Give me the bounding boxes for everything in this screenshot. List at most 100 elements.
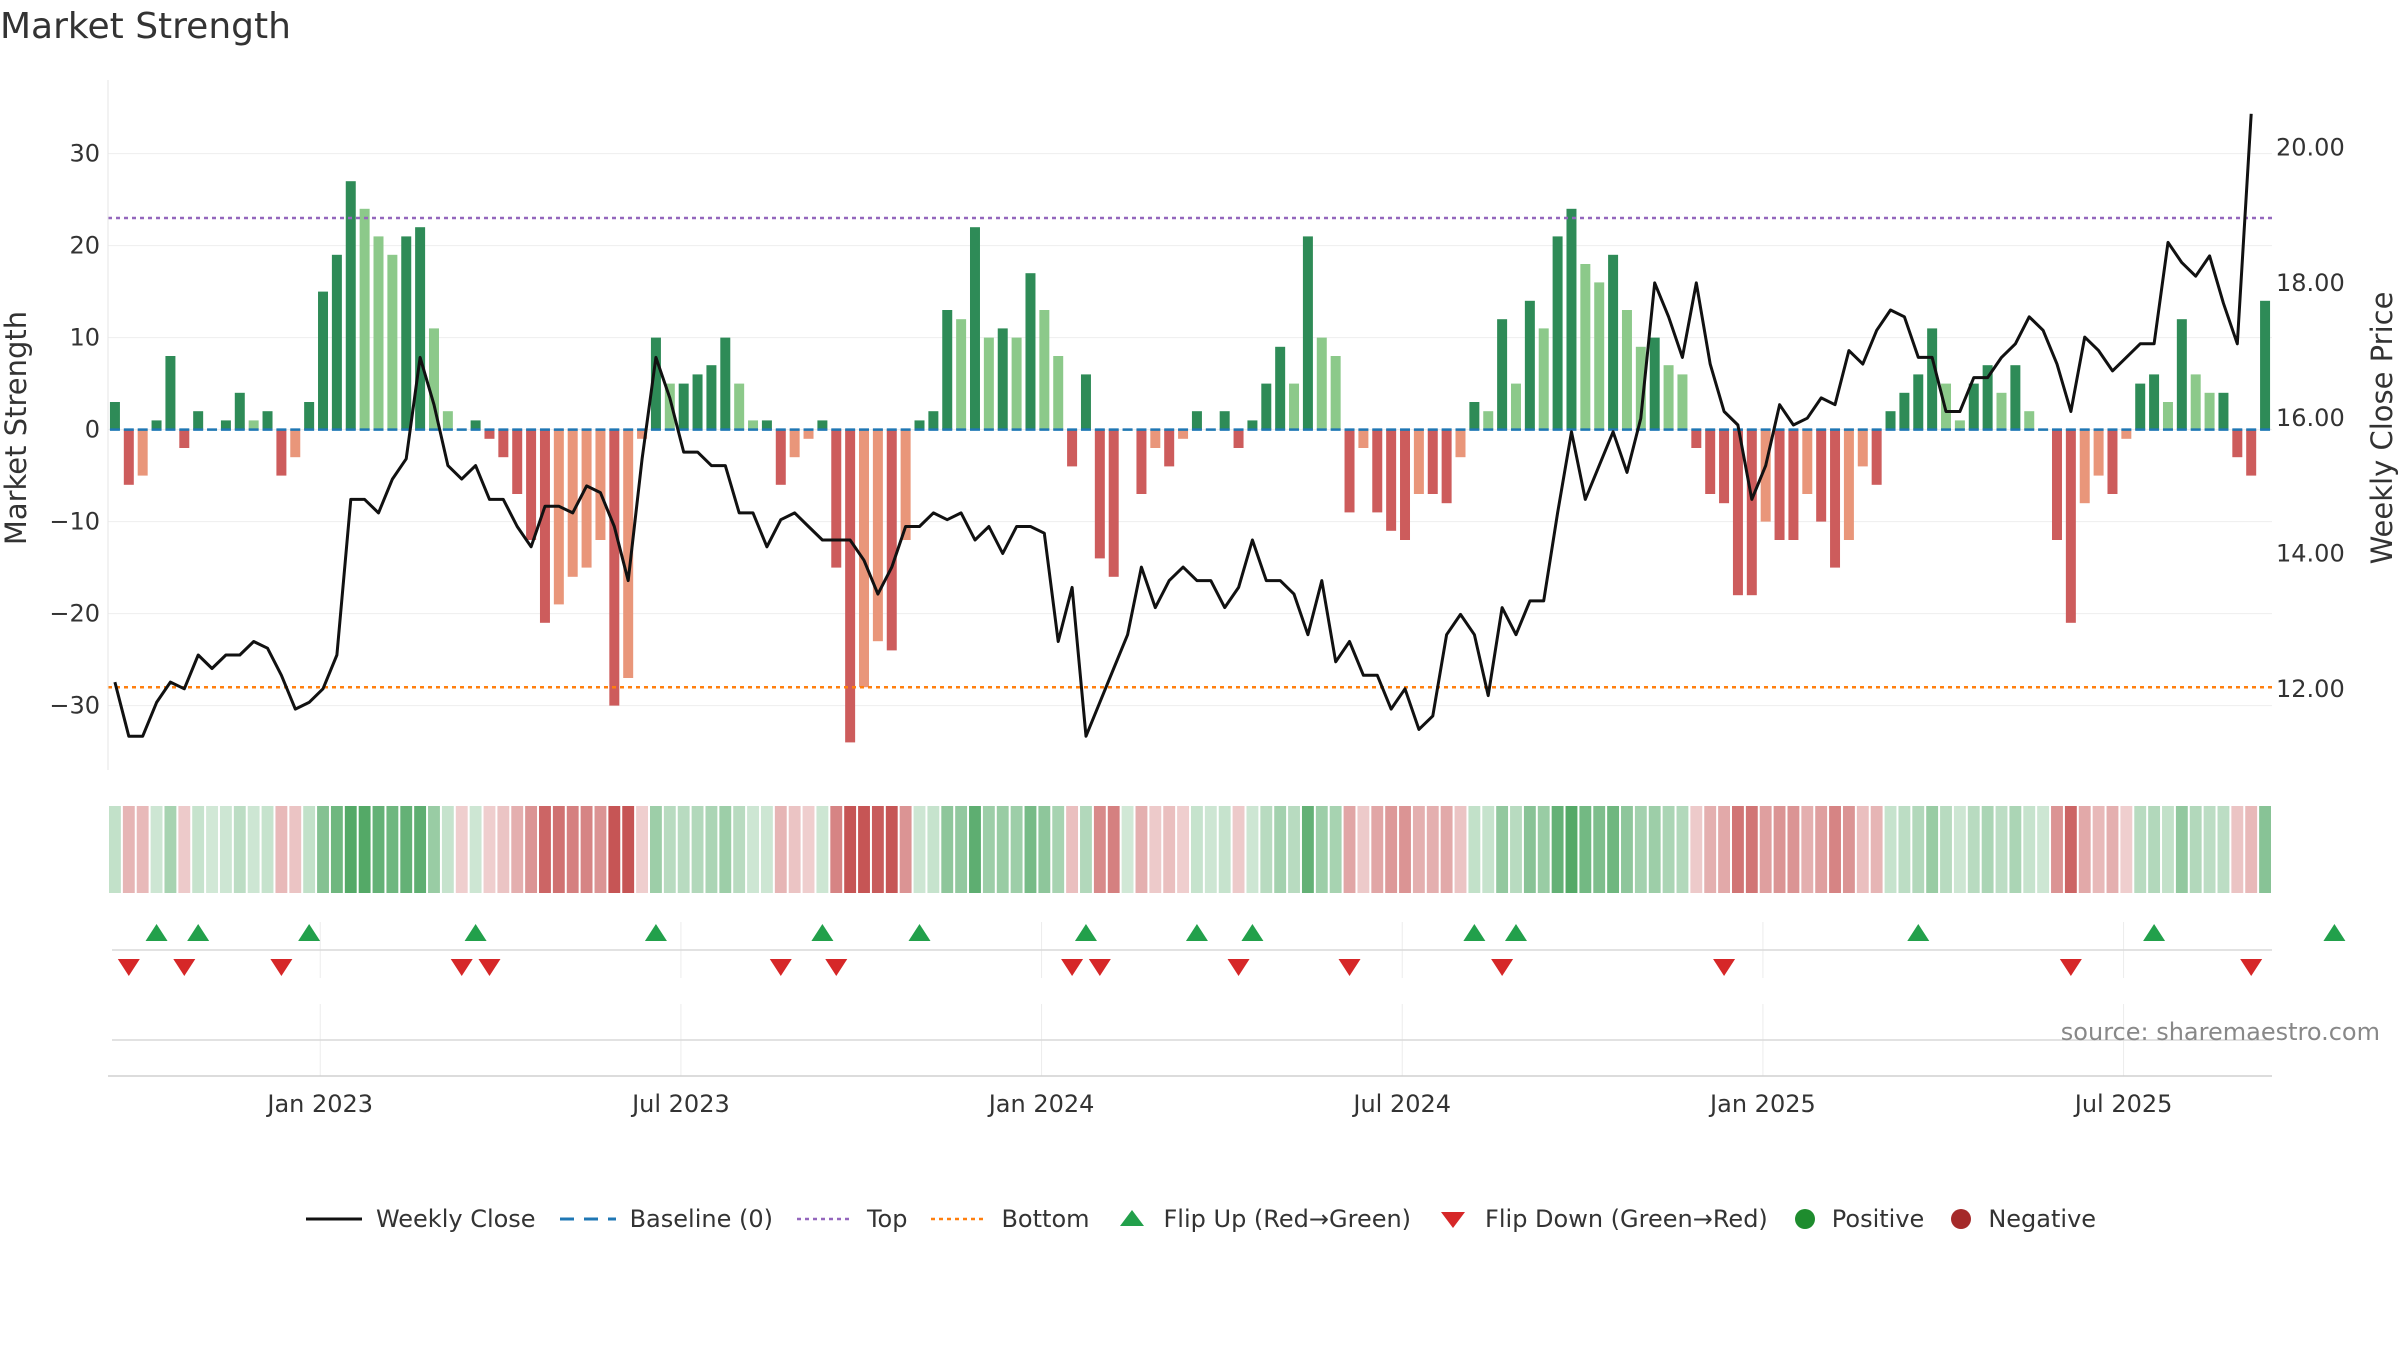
strength-bar	[2079, 429, 2090, 504]
strength-bar	[1552, 236, 1563, 430]
flip-up-marker	[298, 924, 321, 941]
strength-bar	[331, 254, 342, 430]
y-axis-left-label: Market Strength	[0, 311, 33, 545]
strength-bar	[2121, 429, 2132, 439]
legend-label: Negative	[1988, 1205, 2097, 1233]
strength-bar	[1233, 429, 1244, 448]
y-tick-label-right: 16.00	[2276, 404, 2345, 432]
heat-cell	[1357, 806, 1370, 893]
flip-down-marker	[1088, 959, 1111, 976]
flip-up-marker	[187, 924, 210, 941]
flip-down-marker	[1491, 959, 1514, 976]
heat-cell	[247, 806, 260, 893]
heat-cell	[2037, 806, 2050, 893]
strength-bar	[997, 328, 1008, 430]
heat-cell	[1038, 806, 1051, 893]
strength-bar	[1455, 429, 1466, 458]
heat-cell	[1066, 806, 1079, 893]
strength-bar	[2010, 365, 2021, 430]
heat-cell	[1648, 806, 1661, 893]
strength-bar	[2135, 383, 2146, 430]
heat-cell	[400, 806, 413, 893]
heat-cell	[969, 806, 981, 893]
circle-icon	[1794, 1209, 1815, 1229]
heat-cell	[552, 806, 565, 893]
y-tick-label-right: 12.00	[2276, 675, 2345, 703]
y-axis-right-label: Weekly Close Price	[2365, 292, 2399, 565]
flip-up-marker	[464, 924, 487, 941]
heat-cell	[1607, 806, 1620, 893]
y-tick-label-right: 14.00	[2276, 540, 2345, 568]
heat-cell	[1329, 806, 1342, 893]
y-tick-label-left: 20	[69, 232, 100, 260]
strength-bar	[609, 429, 620, 706]
strength-bar	[1663, 365, 1674, 430]
strength-bar	[553, 429, 564, 605]
strength-bar	[1316, 337, 1327, 430]
legend-bottom: Bottom	[929, 1205, 1090, 1233]
heat-cell	[372, 806, 385, 893]
flip-down-marker	[825, 959, 848, 976]
heat-cell	[2231, 806, 2244, 893]
heat-cell	[622, 806, 635, 893]
flip-down-marker	[1227, 959, 1250, 976]
flip-down-marker	[2059, 959, 2082, 976]
strength-bar	[498, 429, 509, 458]
flip-up-marker	[1074, 924, 1097, 941]
strength-bar	[151, 420, 162, 430]
legend-label: Flip Up (Red→Green)	[1163, 1205, 1412, 1233]
strength-bar	[1566, 208, 1577, 430]
heat-cell	[2259, 806, 2271, 893]
heat-cell	[1191, 806, 1203, 893]
strength-bar	[2246, 429, 2257, 476]
heat-cell	[164, 806, 177, 893]
strength-bar	[1413, 429, 1424, 494]
strength-bar	[1594, 282, 1605, 430]
strength-bar	[637, 429, 648, 439]
strength-bar	[109, 402, 120, 430]
strength-bar	[1261, 383, 1272, 430]
strength-bar	[276, 429, 287, 476]
heat-cell	[1177, 806, 1189, 893]
heat-cell	[150, 806, 163, 893]
strength-bar	[1621, 310, 1632, 430]
legend-label: Top	[866, 1205, 908, 1233]
heat-cell	[774, 806, 787, 893]
strength-bar	[1469, 402, 1480, 430]
legend-dotted-icon	[931, 1217, 988, 1221]
strength-bar	[872, 429, 883, 642]
strength-bar	[623, 429, 634, 678]
heat-cell	[1690, 806, 1703, 893]
legend-negative: Negative	[1946, 1205, 2096, 1233]
heat-cell	[1773, 806, 1786, 893]
heat-cell	[747, 806, 759, 893]
heat-cell	[885, 806, 898, 893]
heat-cell	[1912, 806, 1925, 893]
flip-up-marker	[1504, 924, 1527, 941]
heat-cell	[996, 806, 1009, 893]
strength-bar	[512, 429, 523, 494]
heat-cell	[1676, 806, 1689, 893]
y-tick-label-left: 30	[69, 140, 100, 168]
flip-up-marker	[811, 924, 834, 941]
heat-cell	[1870, 806, 1883, 893]
strength-bar	[248, 420, 259, 430]
strength-bar	[428, 328, 439, 430]
strength-bar	[1178, 429, 1189, 439]
heat-cell	[982, 806, 995, 893]
strength-bar	[1441, 429, 1452, 504]
heat-cell	[330, 806, 343, 893]
legend-flip-down: Flip Down (Green→Red)	[1433, 1205, 1768, 1233]
legend-top: Top	[795, 1205, 908, 1233]
strength-bar	[2024, 411, 2035, 430]
heat-cell	[358, 806, 371, 893]
legend-dash-icon	[559, 1217, 616, 1221]
strength-bar	[1302, 236, 1313, 430]
legend-flip-up: Flip Up (Red→Green)	[1112, 1205, 1412, 1233]
strength-bar	[387, 254, 398, 430]
strength-bar	[1816, 429, 1827, 522]
flip-up-marker	[1185, 924, 1208, 941]
strength-bar	[983, 337, 994, 430]
strength-bar	[1996, 392, 2007, 430]
